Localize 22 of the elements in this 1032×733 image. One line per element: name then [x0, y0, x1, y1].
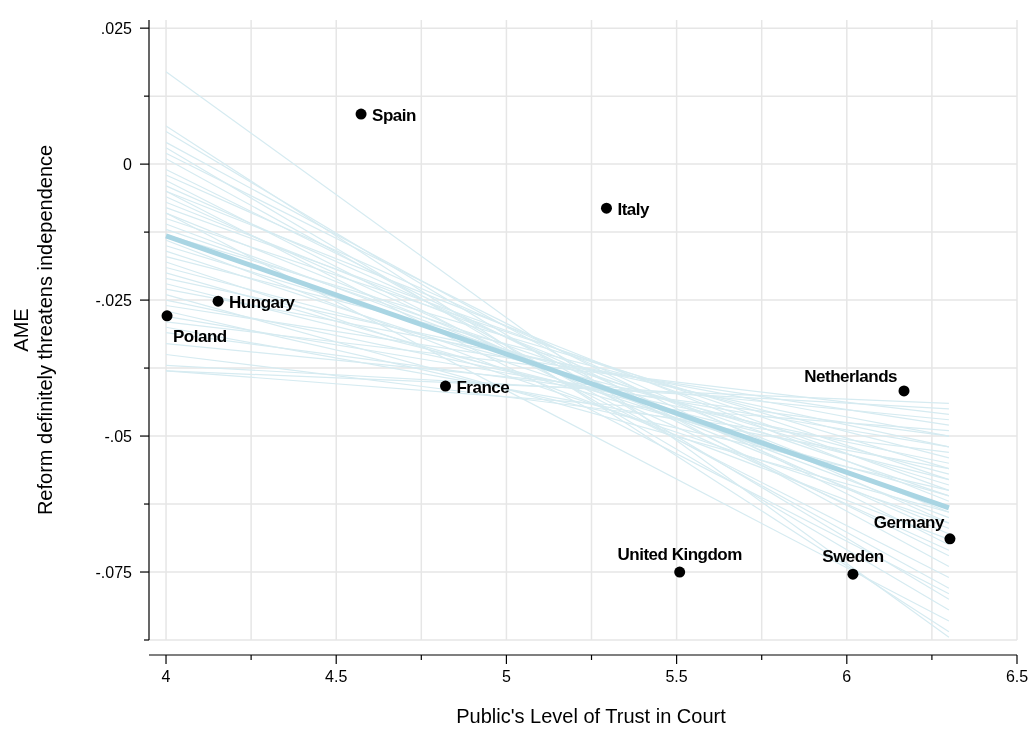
annotation: Poland: [173, 326, 227, 346]
y-tick-label: 0: [123, 155, 133, 173]
y-tick-label: -.05: [104, 427, 133, 445]
annotation: Germany: [873, 512, 945, 532]
y-tick-label: .025: [100, 19, 133, 37]
y-tick-label: -.025: [95, 291, 133, 309]
annotation: Italy: [617, 200, 651, 220]
x-tick-label: 5.5: [665, 668, 688, 685]
x-tick-label: 5: [501, 668, 511, 685]
annotation: Spain: [372, 106, 416, 126]
y-axis-title: AME Reform definitely threatens independence: [10, 144, 56, 516]
annotation: United Kingdom: [617, 545, 743, 565]
x-tick-label: 6.5: [1005, 668, 1029, 685]
annotation: Hungary: [229, 293, 296, 313]
y-tick-label: -.075: [95, 563, 133, 581]
annotation: Sweden: [822, 547, 884, 567]
x-tick-label: 6: [842, 668, 852, 685]
x-tick-label: 4.5: [325, 668, 348, 685]
x-axis-title: Public's Level of Trust in Court: [456, 705, 727, 727]
x-tick-label: 4: [161, 668, 171, 685]
annotation: France: [456, 378, 510, 398]
annotation: Netherlands: [804, 366, 898, 386]
